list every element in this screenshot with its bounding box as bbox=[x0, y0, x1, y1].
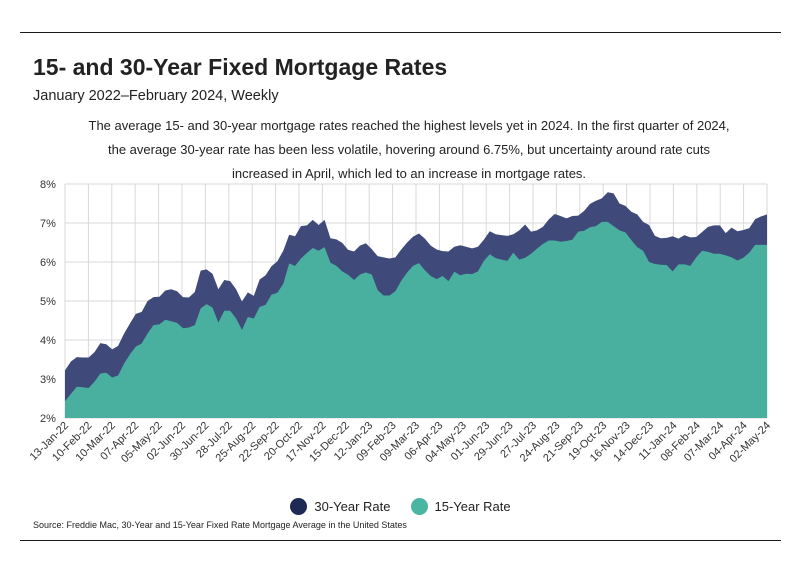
chart-title: 15- and 30-Year Fixed Mortgage Rates bbox=[33, 54, 448, 80]
series-15-year-area bbox=[65, 221, 767, 418]
series-areas bbox=[65, 192, 767, 418]
y-tick-label: 5% bbox=[40, 296, 56, 308]
y-tick-label: 6% bbox=[40, 257, 56, 269]
chart-subtitle: January 2022–February 2024, Weekly bbox=[33, 88, 279, 104]
chart-description: The average 15- and 30-year mortgage rat… bbox=[88, 118, 730, 181]
legend-swatch-15-year bbox=[410, 498, 428, 515]
y-tick-label: 3% bbox=[40, 374, 56, 386]
legend-swatch-30-year bbox=[290, 498, 308, 515]
legend-label-15-year: 15-Year Rate bbox=[434, 499, 511, 514]
y-tick-label: 4% bbox=[40, 335, 56, 347]
y-axis: 2% 3% 4% 5% 6% 7% 8% bbox=[40, 179, 56, 425]
y-tick-label: 2% bbox=[40, 413, 56, 425]
legend: 30-Year Rate 15-Year Rate bbox=[0, 498, 801, 515]
top-rule bbox=[20, 32, 781, 33]
y-tick-label: 8% bbox=[40, 179, 56, 191]
bottom-rule bbox=[20, 540, 781, 541]
legend-item-15-year: 15-Year Rate bbox=[410, 498, 511, 515]
y-tick-label: 7% bbox=[40, 218, 56, 230]
source-note: Source: Freddie Mac, 30-Year and 15-Year… bbox=[33, 520, 407, 530]
legend-label-30-year: 30-Year Rate bbox=[314, 499, 391, 514]
legend-item-30-year: 30-Year Rate bbox=[290, 498, 391, 515]
x-axis: 13-Jan-2210-Feb-2210-Mar-2207-Apr-2205-M… bbox=[28, 420, 774, 466]
